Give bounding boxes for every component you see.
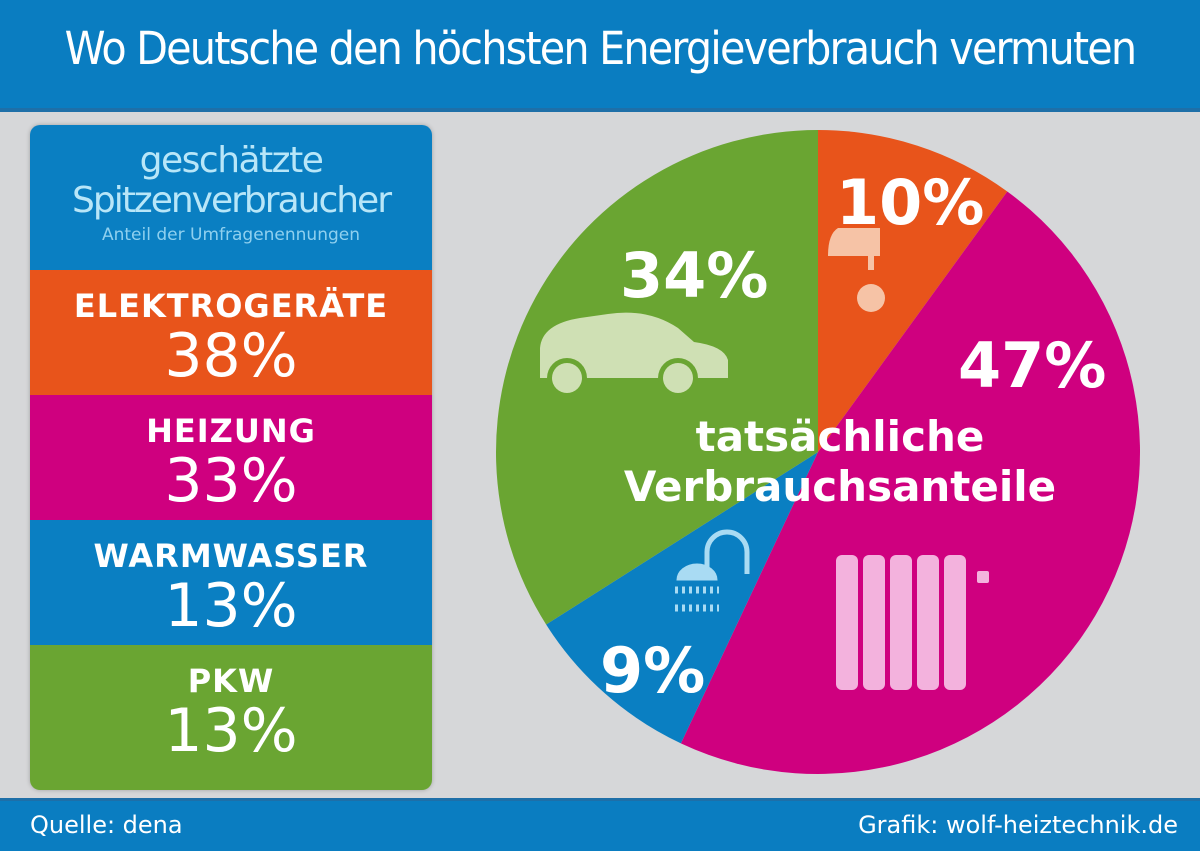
- car-icon: [540, 312, 728, 398]
- panel-header: geschätzte Spitzenverbraucher Anteil der…: [30, 125, 432, 270]
- center-label-line1: tatsächliche: [695, 412, 985, 461]
- panel-heading-line1: geschätzte: [139, 140, 324, 181]
- slice-label-heizung: 47%: [958, 329, 1107, 402]
- panel-row-elektrogeraete: ELEKTROGERÄTE 38%: [30, 270, 432, 395]
- panel-row-heizung: HEIZUNG 33%: [30, 395, 432, 520]
- slice-label-warmwasser: 9%: [600, 634, 706, 707]
- pie-slice-heizung: [680, 191, 1141, 775]
- chart-title: Wo Deutsche den höchsten Energieverbrauc…: [64, 22, 1138, 75]
- row-value: 33%: [164, 446, 298, 516]
- row-value: 13%: [164, 571, 298, 641]
- panel-row-pkw: PKW 13%: [30, 645, 432, 790]
- row-value: 38%: [164, 321, 298, 391]
- panel-row-warmwasser: WARMWASSER 13%: [30, 520, 432, 645]
- iron-icon: [828, 228, 885, 312]
- center-label-line2: Verbrauchsanteile: [623, 462, 1057, 511]
- footer-bar: Quelle: dena Grafik: wolf-heiztechnik.de: [0, 798, 1200, 851]
- radiator-icon: [836, 555, 989, 690]
- estimated-consumers-panel: geschätzte Spitzenverbraucher Anteil der…: [30, 125, 432, 790]
- slice-label-elektrogeraete: 10%: [836, 166, 985, 239]
- source-text: Quelle: dena: [30, 811, 183, 839]
- panel-heading-line2: Spitzenverbraucher: [71, 180, 392, 221]
- shower-icon: [675, 529, 750, 612]
- row-name: ELEKTROGERÄTE: [73, 287, 389, 325]
- pie-center-label: tatsächliche Verbrauchsanteile: [600, 412, 1080, 512]
- row-value: 13%: [164, 696, 298, 766]
- row-name: HEIZUNG: [146, 412, 316, 450]
- slice-label-pkw: 34%: [620, 239, 769, 312]
- row-name: WARMWASSER: [93, 537, 369, 575]
- title-bar: Wo Deutsche den höchsten Energieverbrauc…: [0, 0, 1200, 112]
- pie-slice-elektrogeraete: [818, 130, 1008, 452]
- panel-subheading: Anteil der Umfragenennungen: [101, 225, 361, 245]
- row-name: PKW: [187, 662, 275, 700]
- credit-text: Grafik: wolf-heiztechnik.de: [858, 811, 1178, 839]
- pie-slice-warmwasser: [546, 452, 818, 744]
